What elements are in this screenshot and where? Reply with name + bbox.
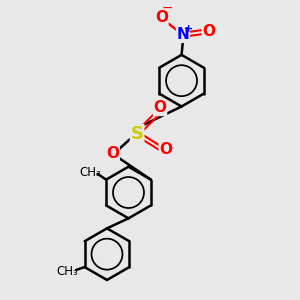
Text: N: N (177, 27, 189, 42)
Text: O: O (106, 146, 119, 161)
Text: CH₃: CH₃ (80, 166, 101, 179)
Text: O: O (202, 24, 215, 39)
Text: O: O (155, 10, 168, 25)
Text: −: − (161, 1, 173, 15)
Text: +: + (184, 24, 193, 34)
Text: O: O (154, 100, 166, 116)
Text: O: O (159, 142, 172, 157)
Text: S: S (130, 125, 144, 143)
Text: CH₃: CH₃ (57, 265, 78, 278)
